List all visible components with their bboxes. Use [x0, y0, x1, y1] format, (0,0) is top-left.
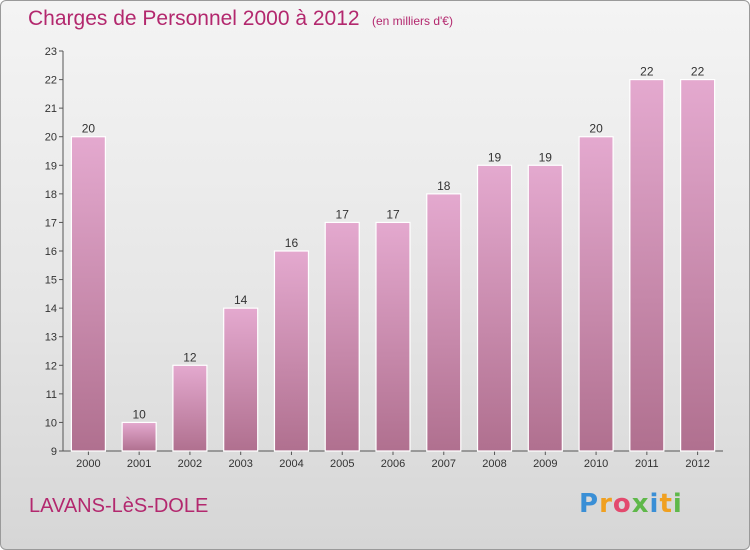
y-tick-label: 11: [46, 389, 57, 401]
logo-letter: r: [599, 489, 613, 519]
logo-letter: t: [659, 489, 673, 519]
y-tick-label: 12: [45, 360, 57, 372]
value-label-2004: 16: [285, 236, 299, 250]
x-tick-label-2012: 2012: [685, 458, 709, 470]
x-tick-label-2004: 2004: [279, 458, 303, 470]
value-label-2005: 17: [336, 207, 350, 221]
bar-2001: [121, 421, 157, 452]
bar-2006: [375, 221, 411, 452]
y-tick-label: 22: [45, 75, 57, 87]
x-tick-label-2007: 2007: [432, 458, 456, 470]
logo-letter: x: [631, 489, 650, 519]
bars: [70, 78, 716, 452]
value-label-2002: 12: [183, 350, 197, 364]
bar-2007: [426, 193, 462, 452]
x-tick-label-2011: 2011: [635, 458, 659, 470]
chart-subtitle: (en milliers d'€): [372, 14, 453, 28]
chart-title: Charges de Personnel 2000 à 2012: [28, 7, 360, 30]
x-tick-label-2010: 2010: [584, 458, 608, 470]
x-tick-label-2001: 2001: [127, 458, 151, 470]
bar-2004: [273, 250, 310, 452]
bar-2005: [324, 221, 360, 452]
y-axis: 9 10 11 12 13 14 15 16 17 18 19 20 21 22 23: [45, 46, 64, 458]
value-label-2008: 19: [488, 150, 502, 164]
x-tick-label-2005: 2005: [330, 458, 354, 470]
bar-2008: [476, 164, 513, 452]
value-label-2007: 18: [437, 179, 451, 193]
bar-2011: [629, 78, 665, 452]
proxiti-logo: Proxiti: [579, 489, 683, 519]
y-tick-label: 19: [45, 160, 57, 172]
x-tick-label-2000: 2000: [76, 458, 100, 470]
bar-2000: [70, 136, 106, 452]
value-label-2003: 14: [234, 293, 248, 307]
bar-2010: [578, 136, 614, 452]
logo-letter: o: [612, 489, 632, 519]
x-tick-label-2009: 2009: [533, 458, 557, 470]
y-tick-label: 16: [45, 246, 57, 258]
y-tick-label: 13: [45, 332, 57, 344]
bar-2002: [172, 364, 208, 452]
bar-2012: [680, 78, 716, 452]
value-labels: 20 10 12 14 16 17 17 18 19 19 20 22 22: [82, 65, 705, 422]
logo-letter: i: [649, 489, 660, 519]
x-tick-label-2006: 2006: [381, 458, 405, 470]
bar-2009: [527, 164, 563, 452]
y-tick-label: 14: [45, 303, 57, 315]
value-label-2012: 22: [691, 65, 705, 79]
y-tick-label: 23: [45, 46, 57, 58]
value-label-2000: 20: [82, 122, 96, 136]
y-tick-label: 10: [45, 417, 57, 429]
logo-letter: P: [579, 489, 600, 519]
value-label-2001: 10: [132, 407, 146, 421]
x-axis: 2000 2001 2002 2003 2004 2005 2006 2007 2008 2009…: [63, 450, 723, 470]
bar-2003: [223, 307, 259, 452]
commune-name: LAVANS-LèS-DOLE: [29, 495, 209, 517]
y-tick-label: 15: [45, 275, 57, 287]
value-label-2006: 17: [386, 207, 400, 221]
x-tick-label-2003: 2003: [228, 458, 252, 470]
y-tick-label: 18: [45, 189, 57, 201]
y-tick-label: 21: [45, 103, 57, 115]
value-label-2011: 22: [640, 65, 654, 79]
y-tick-label: 9: [51, 446, 57, 458]
y-tick-label: 17: [45, 217, 57, 229]
y-tick-label: 20: [45, 132, 57, 144]
x-tick-label-2002: 2002: [178, 458, 202, 470]
value-label-2009: 19: [539, 150, 553, 164]
value-label-2010: 20: [589, 122, 603, 136]
logo-letter: i: [672, 489, 683, 519]
x-tick-label-2008: 2008: [482, 458, 506, 470]
